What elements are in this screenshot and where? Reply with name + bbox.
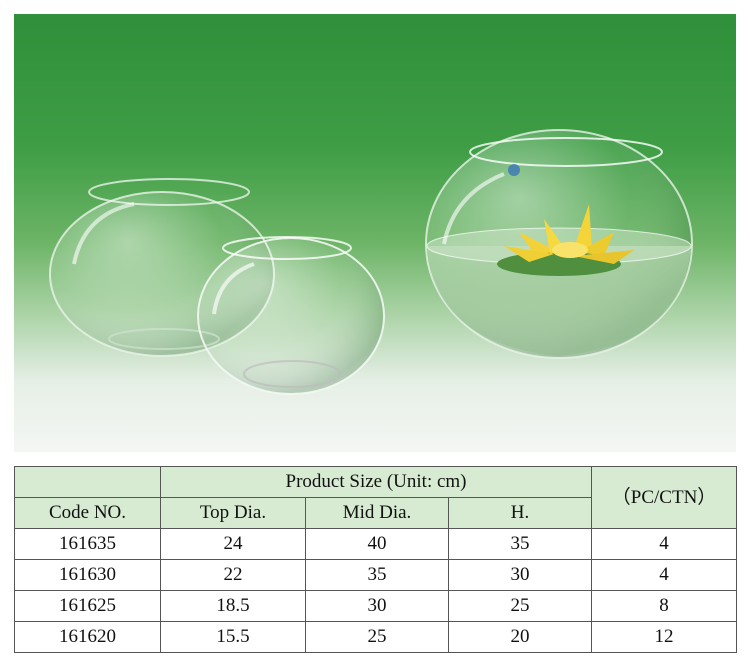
large-bowl-right [425, 129, 693, 359]
height-cell: 25 [447, 590, 593, 622]
top-dia-cell: 15.5 [160, 621, 306, 653]
table-row: 161630 22 35 30 4 [14, 559, 738, 591]
code-header-spacer [14, 466, 161, 498]
pc-cell: 8 [591, 590, 738, 622]
mid-dia-header: Mid Dia. [305, 497, 449, 529]
product-size-header: Product Size (Unit: cm) [159, 466, 593, 498]
top-dia-cell: 24 [160, 528, 306, 560]
pc-ctn-header: （PC/CTN） [591, 466, 738, 529]
pc-cell: 4 [591, 559, 738, 591]
flower-decoration [497, 204, 634, 276]
mid-dia-cell: 25 [305, 621, 449, 653]
mid-dia-cell: 40 [305, 528, 449, 560]
code-cell: 161630 [14, 559, 161, 591]
height-header: H. [447, 497, 593, 529]
table-row: 161625 18.5 30 25 8 [14, 590, 738, 622]
top-dia-cell: 18.5 [160, 590, 306, 622]
pc-cell: 4 [591, 528, 738, 560]
height-cell: 35 [447, 528, 593, 560]
glass-fishbowl-vases-photo [49, 129, 693, 395]
code-cell: 161635 [14, 528, 161, 560]
table-row: 161620 15.5 25 20 12 [14, 621, 738, 653]
table-header-row-group: Product Size (Unit: cm) （PC/CTN） [14, 466, 738, 529]
table-header-row: Code NO. Top Dia. Mid Dia. H. [14, 497, 737, 529]
code-cell: 161625 [14, 590, 161, 622]
code-cell: 161620 [14, 621, 161, 653]
product-photo [14, 14, 736, 452]
pc-cell: 12 [591, 621, 738, 653]
top-dia-header: Top Dia. [160, 497, 306, 529]
small-bowl-middle [197, 236, 385, 395]
mid-dia-cell: 35 [305, 559, 449, 591]
height-cell: 20 [447, 621, 593, 653]
code-header: Code NO. [14, 497, 161, 529]
top-dia-cell: 22 [160, 559, 306, 591]
mid-dia-cell: 30 [305, 590, 449, 622]
product-size-table: Product Size (Unit: cm) （PC/CTN） Code NO… [14, 466, 738, 653]
height-cell: 30 [447, 559, 593, 591]
table-row: 161635 24 40 35 4 [14, 528, 738, 560]
